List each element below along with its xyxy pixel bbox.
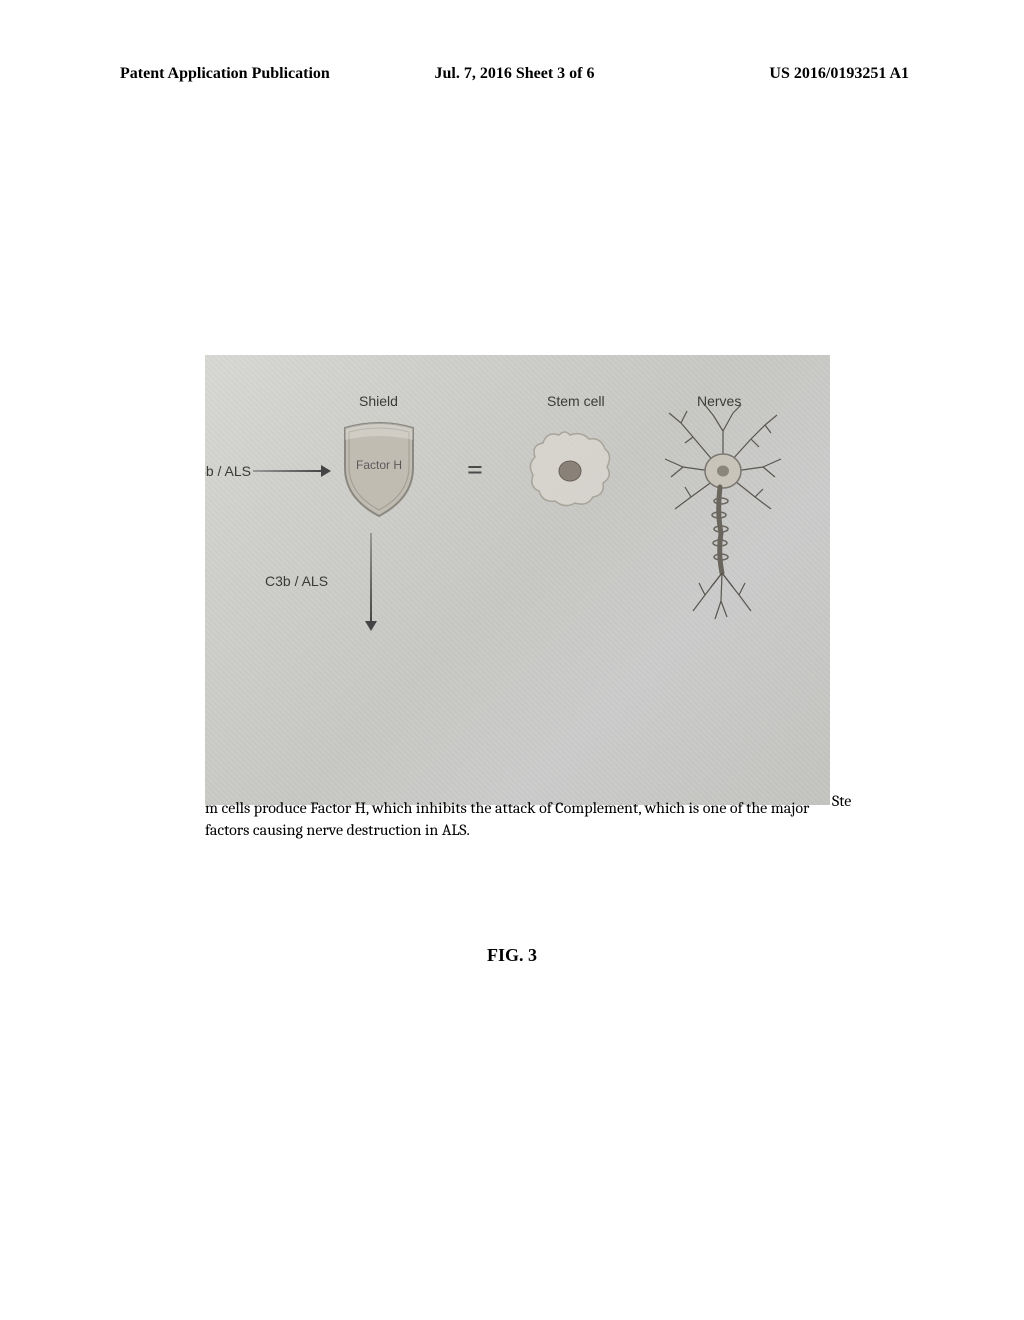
page-header: Patent Application Publication Jul. 7, 2… bbox=[0, 65, 1024, 83]
figure-label: FIG. 3 bbox=[0, 945, 1024, 966]
header-center: Jul. 7, 2016 Sheet 3 of 6 bbox=[383, 65, 646, 83]
arrow-vertical-icon bbox=[370, 533, 372, 623]
label-shield: Shield bbox=[359, 393, 398, 409]
stem-cell-icon bbox=[525, 427, 615, 512]
label-c3b-als-1: C3b / ALS bbox=[205, 463, 251, 479]
equals-symbol: = bbox=[467, 455, 483, 487]
label-stem-cell: Stem cell bbox=[547, 393, 605, 409]
shield-icon: Factor H bbox=[337, 420, 421, 520]
arrow-horizontal-icon bbox=[253, 470, 323, 472]
header-left: Patent Application Publication bbox=[120, 65, 383, 83]
neuron-icon bbox=[655, 403, 790, 633]
diagram-container: Shield Stem cell Nerves C3b / ALS Factor… bbox=[205, 355, 830, 805]
shield-text: Factor H bbox=[337, 458, 421, 472]
header-right: US 2016/0193251 A1 bbox=[646, 65, 909, 83]
label-c3b-als-2: C3b / ALS bbox=[265, 573, 328, 589]
caption-text: m cells produce Factor H, which inhibits… bbox=[205, 797, 853, 842]
